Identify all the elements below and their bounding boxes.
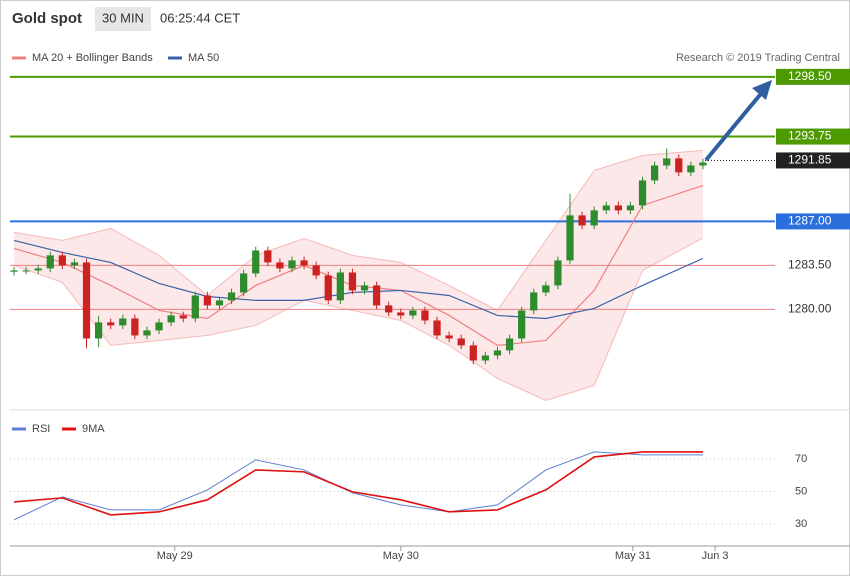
y-tick-label: 50 [795, 485, 807, 497]
candle-body [300, 260, 308, 266]
candle-body [663, 158, 671, 166]
interval-box [95, 7, 151, 31]
candle-body [385, 305, 393, 313]
y-tick-label: 70 [795, 453, 807, 465]
time: 06:25:44 CET [160, 10, 240, 25]
candle-body [481, 355, 490, 361]
candle-body [566, 215, 574, 261]
candle-body [336, 272, 344, 301]
candle-body [276, 262, 284, 269]
candle-body [469, 345, 477, 361]
candle-body [699, 162, 707, 166]
rsi-line [13, 451, 703, 521]
candle-body [288, 260, 296, 269]
title: Gold spot [12, 10, 82, 27]
level-label-box [776, 128, 850, 145]
level-label: 1283.50 [788, 258, 832, 272]
x-tick-label: May 29 [157, 550, 193, 562]
level-label-box [776, 213, 850, 230]
rsi-line [13, 451, 703, 516]
legend-label: MA 20 + Bollinger Bands [32, 52, 153, 64]
candle-body [107, 322, 115, 326]
level-label: 1293.75 [788, 129, 832, 143]
candle-body [348, 272, 357, 291]
candle-body [155, 322, 163, 331]
candle-body [360, 285, 369, 291]
forecast-arrow [704, 80, 772, 162]
bollinger-band [13, 149, 704, 312]
legend-label: MA 50 [188, 52, 219, 64]
candle-body [505, 338, 514, 351]
candle-body [131, 318, 139, 336]
level-label-box [776, 152, 850, 169]
candle-body [215, 300, 224, 306]
credit: Research © 2019 Trading Central [676, 52, 840, 64]
candle-body [409, 310, 417, 316]
interval: 30 MIN [102, 10, 144, 25]
candle-body [687, 165, 695, 173]
candle-body [554, 260, 562, 286]
candle-body [457, 338, 465, 346]
y-tick-label: 30 [795, 518, 807, 530]
x-tick-label: May 31 [615, 550, 651, 562]
candle-body [530, 292, 538, 311]
bollinger-band-fill [13, 150, 703, 401]
candle-body [397, 312, 405, 316]
candle-body [518, 310, 526, 339]
candle-body [578, 215, 586, 226]
candle-body [70, 262, 79, 266]
candle-body [626, 205, 635, 211]
candle-body [638, 180, 647, 206]
candle-body [445, 335, 453, 339]
candle-body [119, 318, 127, 326]
candle-body [650, 165, 659, 181]
candle-body [372, 285, 381, 306]
candle-body [203, 295, 212, 306]
legend-label: RSI [32, 423, 50, 435]
candle-body [94, 322, 103, 339]
level-label: 1291.85 [788, 153, 832, 167]
candle-body [542, 285, 550, 293]
x-tick-label: May 30 [383, 550, 419, 562]
candle-body [590, 210, 598, 226]
x-tick-label: Jun 3 [702, 550, 729, 562]
candle-body [167, 315, 175, 323]
candle-body [421, 310, 429, 321]
candle-body [58, 255, 66, 266]
candle-body [240, 273, 248, 293]
candle-body [22, 270, 30, 272]
level-label: 1280.00 [788, 302, 832, 316]
level-label-box [776, 68, 850, 85]
bollinger-band [13, 237, 704, 401]
candle-body [46, 255, 54, 269]
candle-body [493, 350, 502, 356]
candle-body [227, 292, 236, 301]
candle-body [264, 250, 272, 263]
candle-body [433, 320, 441, 336]
level-label: 1298.50 [788, 69, 832, 83]
candle-body [82, 262, 91, 339]
candle-body [143, 330, 151, 336]
candle-body [614, 205, 622, 211]
level-label: 1287.00 [788, 214, 832, 228]
candle-body [675, 158, 683, 173]
candle-body [312, 265, 320, 276]
candle-body [10, 270, 18, 272]
legend-label: 9MA [82, 423, 105, 435]
candle-body [179, 315, 187, 319]
candle-body [34, 268, 42, 271]
candle-body [252, 250, 260, 274]
candle-body [191, 295, 199, 319]
candle-body [602, 205, 610, 211]
candle-body [324, 275, 332, 301]
